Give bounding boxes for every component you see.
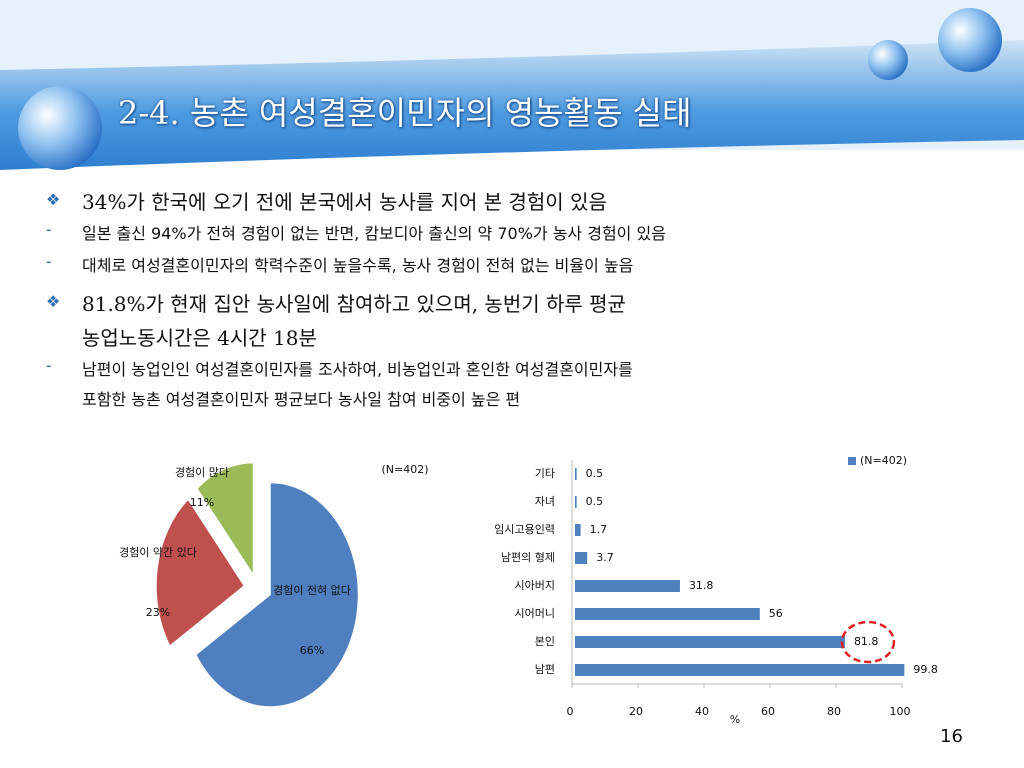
pie-label: 경험이 많다 [174, 466, 230, 479]
bubble [868, 40, 908, 80]
value-label: 1.7 [590, 523, 608, 536]
bullet-marker: ❖ [46, 190, 61, 209]
bar [575, 580, 680, 592]
bar [575, 664, 905, 676]
pie-slice [196, 462, 254, 577]
value-label: 81.8 [854, 635, 879, 648]
pie-label: 경험이 전혀 없다 [273, 584, 351, 597]
bullet-text: 34%가 한국에 오기 전에 본국에서 농사를 지어 본 경험이 있음 [82, 190, 607, 214]
bubble [938, 8, 1002, 72]
value-label: 0.5 [586, 467, 604, 480]
value-label: 31.8 [689, 579, 714, 592]
x-tick-label: 20 [629, 705, 643, 718]
pie-value-label: 66% [299, 644, 325, 657]
sub-marker: - [46, 252, 52, 271]
bullet-text: 81.8%가 현재 집안 농사일에 참여하고 있으며, 농번기 하루 평균 [82, 292, 626, 316]
sub-marker: - [46, 356, 52, 375]
pie-slice [155, 498, 245, 647]
y-tick-label: 자녀 [535, 495, 555, 508]
sub-text: 남편이 농업인인 여성결혼이민자를 조사하여, 비농업인과 혼인한 여성결혼이민… [82, 360, 633, 379]
x-tick-label: 60 [761, 705, 775, 718]
y-tick-label: 남편 [535, 663, 555, 676]
bullet-text: 농업노동시간은 4시간 18분 [82, 326, 317, 350]
bar [575, 636, 845, 648]
bar [575, 608, 760, 620]
pie-annotation: (N=402) [381, 463, 428, 476]
bar [575, 524, 581, 536]
y-tick-label: 기타 [535, 467, 555, 480]
x-tick-label: 0 [567, 705, 574, 718]
legend-swatch [848, 457, 856, 465]
y-tick-label: 임시고용인력 [494, 523, 555, 536]
header-band [0, 40, 1024, 170]
x-axis-label: % [730, 713, 740, 726]
bar [575, 496, 577, 508]
sub-text: 포함한 농촌 여성결혼이민자 평균보다 농사일 참여 비중이 높은 편 [82, 390, 521, 409]
legend-label: (N=402) [860, 454, 907, 467]
bar [575, 468, 577, 480]
x-tick-label: 80 [827, 705, 841, 718]
pie-label: 경험이 약간 있다 [119, 546, 197, 559]
page-number: 16 [940, 726, 963, 747]
x-tick-label: 100 [890, 705, 911, 718]
pie-value-label: 23% [145, 606, 171, 619]
pie-value-label: 11% [189, 496, 215, 509]
highlight-circle [840, 620, 896, 664]
slide-title: 2-4. 농촌 여성결혼이민자의 영농활동 실태 [118, 94, 692, 132]
bubble [18, 86, 102, 170]
bullet-marker: ❖ [46, 292, 61, 311]
bar [575, 552, 588, 564]
sub-text: 일본 출신 94%가 전혀 경험이 없는 반면, 캄보디아 출신의 약 70%가… [82, 224, 666, 243]
sub-marker: - [46, 220, 52, 239]
sub-text: 대체로 여성결혼이민자의 학력수준이 높을수록, 농사 경험이 전혀 없는 비율… [82, 256, 634, 275]
y-tick-label: 시어머니 [515, 607, 555, 620]
value-label: 56 [769, 607, 783, 620]
value-label: 0.5 [586, 495, 604, 508]
y-tick-label: 시아버지 [515, 579, 555, 592]
pie-slice [195, 482, 359, 708]
y-tick-label: 본인 [535, 635, 555, 648]
y-tick-label: 남편의 형제 [501, 551, 555, 564]
value-label: 3.7 [596, 551, 614, 564]
value-label: 99.8 [913, 663, 938, 676]
x-tick-label: 40 [695, 705, 709, 718]
